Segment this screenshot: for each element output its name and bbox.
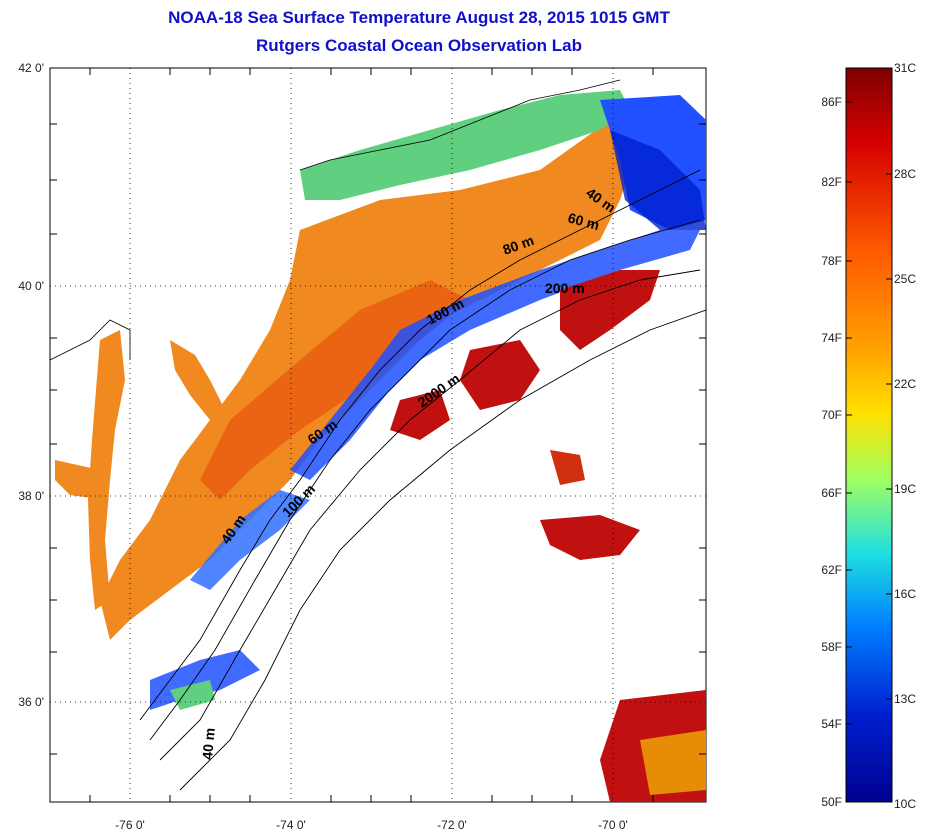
frame-ticks [50, 68, 706, 802]
colorbar-f-label: 70F [821, 408, 842, 422]
contour-label-60m-north: 60 m [566, 209, 601, 233]
colorbar-f-label: 54F [821, 717, 842, 731]
bathymetry-contours [139, 169, 706, 791]
sst-field [55, 90, 706, 802]
map-subtitle: Rutgers Coastal Ocean Observation Lab [256, 36, 582, 55]
colorbar-c-label: 31C [894, 61, 917, 75]
shelf-break-cold-band [290, 230, 700, 480]
colorbar-f-label: 78F [821, 254, 842, 268]
colorbar-f-label: 58F [821, 640, 842, 654]
colorbar-f-label: 50F [821, 795, 842, 809]
colorbar [845, 67, 893, 803]
colorbar-c-label: 28C [894, 167, 917, 181]
colorbar-c-label: 19C [894, 482, 917, 496]
colorbar-c-label: 25C [894, 272, 917, 286]
potomac [55, 460, 105, 500]
colorbar-c-label: 13C [894, 692, 917, 706]
lat-label-42: 42 0' [18, 61, 44, 75]
contour-label-40m-south: 40 m [199, 727, 218, 760]
colorbar-c-label: 16C [894, 587, 917, 601]
contour-label-200m: 200 m [545, 280, 585, 296]
northern-cool-water [300, 90, 630, 200]
colorbar-f-label: 62F [821, 563, 842, 577]
lat-label-38: 38 0' [18, 489, 44, 503]
lon-label-70: -70 0' [598, 818, 628, 832]
lat-label-40: 40 0' [18, 279, 44, 293]
delaware-bay [170, 340, 225, 420]
chesapeake-bay [88, 330, 125, 610]
map-title: NOAA-18 Sea Surface Temperature August 2… [168, 8, 670, 27]
colorbar-f-label: 86F [821, 95, 842, 109]
colorbar-f-label: 66F [821, 486, 842, 500]
lon-label-74: -74 0' [276, 818, 306, 832]
colorbar-c-label: 10C [894, 797, 917, 811]
colorbar-c-label: 22C [894, 377, 917, 391]
gulf-stream-core [560, 270, 660, 350]
lat-label-36: 36 0' [18, 695, 44, 709]
colorbar-ticks [846, 101, 892, 725]
lon-label-76: -76 0' [115, 818, 145, 832]
lon-label-72: -72 0' [437, 818, 467, 832]
colorbar-f-label: 74F [821, 331, 842, 345]
colorbar-f-label: 82F [821, 175, 842, 189]
